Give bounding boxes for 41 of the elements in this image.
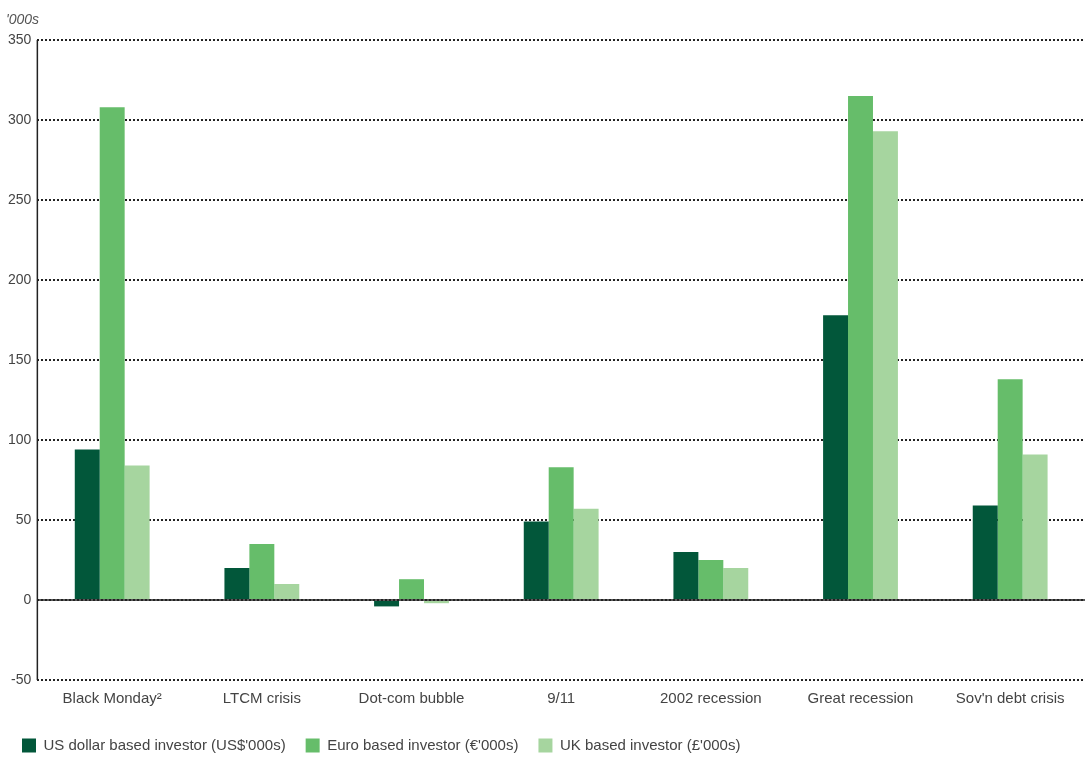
legend-label: Euro based investor (€'000s) — [327, 735, 519, 753]
y-tick-label: 200 — [8, 270, 32, 287]
bar — [673, 552, 699, 599]
bar — [124, 465, 150, 599]
y-tick-label: 300 — [8, 110, 32, 127]
bar — [99, 107, 125, 599]
bar — [274, 584, 300, 599]
bar — [1022, 454, 1048, 599]
bar — [74, 449, 100, 599]
x-tick-label: 2002 recession — [659, 689, 762, 707]
y-axis-title: '000s — [6, 11, 40, 27]
bar — [997, 379, 1023, 599]
x-tick-label: Sov'n debt crisis — [955, 689, 1065, 707]
bar — [823, 315, 849, 599]
bar — [523, 521, 549, 599]
x-tick-label: LTCM crisis — [222, 689, 301, 707]
x-tick-label: Dot-com bubble — [358, 689, 465, 707]
legend-label: US dollar based investor (US$'000s) — [43, 735, 286, 753]
bar — [548, 467, 574, 599]
bar — [723, 568, 749, 599]
bar — [573, 508, 599, 599]
y-tick-label: 350 — [8, 30, 32, 47]
bar — [249, 544, 275, 599]
x-tick-label: 9/11 — [547, 689, 576, 707]
y-tick-label: 250 — [8, 190, 32, 207]
bar — [423, 601, 449, 604]
y-tick-label: 50 — [15, 510, 32, 527]
y-tick-label: 0 — [23, 590, 32, 607]
bar — [872, 131, 898, 599]
bar — [374, 601, 400, 607]
bar — [399, 579, 424, 599]
legend-label: UK based investor (£'000s) — [559, 735, 741, 753]
bar — [848, 96, 873, 599]
y-tick-label: 100 — [8, 430, 32, 447]
bar — [698, 560, 724, 599]
y-tick-label: 150 — [8, 350, 32, 367]
y-tick-label: -50 — [11, 670, 32, 687]
bar — [972, 505, 998, 599]
x-tick-label: Black Monday² — [62, 689, 162, 707]
x-tick-label: Great recession — [807, 689, 914, 707]
bar — [224, 568, 250, 599]
